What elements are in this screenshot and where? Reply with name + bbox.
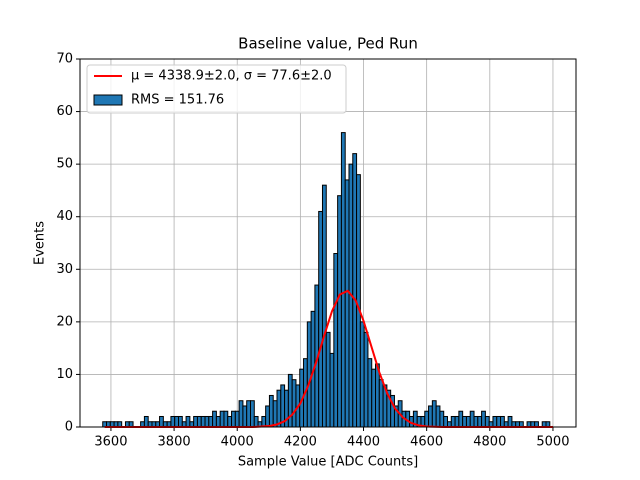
histogram-bar: [249, 400, 255, 428]
histogram-bar: [212, 410, 217, 428]
histogram-bar: [359, 321, 365, 428]
y-tick-label: 50: [56, 157, 73, 172]
histogram-bar: [439, 410, 445, 428]
histogram-bar: [443, 415, 449, 428]
x-tick-label: 4800: [473, 435, 506, 450]
legend-label: μ = 4338.9±2.0, σ = 77.6±2.0: [131, 69, 332, 84]
histogram-bar: [272, 400, 278, 428]
histogram-bar: [204, 415, 210, 428]
histogram-bar: [507, 415, 513, 428]
histogram-bar: [276, 389, 282, 428]
histogram-bar: [352, 153, 358, 428]
x-tick-label: 4600: [410, 435, 443, 450]
histogram-bar: [215, 415, 221, 428]
histogram-bar: [378, 379, 384, 428]
histogram-bar: [306, 321, 312, 428]
histogram-bar: [367, 358, 373, 428]
y-tick-label: 10: [56, 367, 73, 382]
histogram-bar: [450, 415, 456, 428]
histogram-bar: [325, 331, 331, 428]
y-tick-label: 30: [56, 262, 73, 277]
histogram-bar: [227, 415, 233, 428]
histogram-bar: [333, 253, 339, 428]
histogram-bar: [231, 410, 236, 428]
histogram-bar: [465, 415, 471, 428]
x-tick-label: 4000: [221, 435, 254, 450]
y-tick-label: 60: [56, 104, 73, 119]
histogram-bar: [246, 400, 251, 428]
histogram-bar: [481, 410, 486, 428]
histogram-bar: [340, 132, 346, 428]
y-axis-label: Events: [33, 221, 48, 265]
x-tick-label: 3800: [158, 435, 191, 450]
histogram-bar: [496, 415, 502, 428]
plot-frame: [79, 58, 577, 428]
histogram-bar: [219, 410, 225, 428]
histogram-bar: [371, 368, 377, 428]
histogram-bar: [424, 410, 430, 428]
histogram-bar: [200, 415, 206, 428]
histogram-bar: [484, 415, 490, 428]
histogram-bar: [196, 415, 202, 428]
histogram-bar: [477, 415, 483, 428]
histogram-bar: [242, 405, 248, 428]
x-tick-label: 4400: [347, 435, 380, 450]
y-tick-label: 20: [56, 314, 73, 329]
histogram-bar: [431, 400, 437, 428]
histogram-bar: [321, 184, 327, 428]
histogram-bar: [268, 394, 274, 428]
histogram-bar: [318, 210, 323, 428]
histogram-bar: [435, 405, 441, 428]
histogram-bar: [287, 373, 293, 428]
histogram-bar: [363, 331, 369, 428]
histogram-bar: [500, 415, 505, 428]
histogram-bar: [337, 195, 342, 428]
histogram-bar: [265, 405, 270, 428]
histogram-bar: [469, 410, 475, 428]
histogram-bar: [428, 405, 433, 428]
x-tick-label: 5000: [536, 435, 569, 450]
histogram-bar: [178, 415, 183, 428]
legend-box: [86, 64, 347, 114]
histogram-bar: [208, 415, 214, 428]
y-tick-label: 0: [65, 420, 73, 435]
y-tick-label: 70: [56, 52, 73, 67]
histogram-bar: [253, 415, 259, 428]
histogram-bar: [473, 415, 479, 428]
histogram-bar: [159, 415, 164, 428]
histogram-bar: [462, 415, 467, 428]
histogram-bar: [329, 352, 335, 428]
x-tick-label: 4200: [284, 435, 317, 450]
chart-title: Baseline value, Ped Run: [238, 35, 418, 53]
histogram-bar: [223, 410, 229, 428]
histogram-bar: [492, 415, 498, 428]
x-axis-label: Sample Value [ADC Counts]: [238, 455, 418, 470]
histogram-bar: [170, 415, 176, 428]
histogram-bar: [174, 415, 180, 428]
histogram-bar: [344, 179, 350, 428]
histogram-bar: [454, 415, 460, 428]
histogram-bar: [143, 415, 149, 428]
histogram-bar: [234, 410, 240, 428]
histogram-bar: [238, 400, 244, 428]
legend-swatch: [93, 94, 123, 106]
y-tick-label: 40: [56, 209, 73, 224]
x-tick-label: 3600: [94, 435, 127, 450]
histogram-bar: [356, 174, 361, 428]
legend-label: RMS = 151.76: [131, 93, 224, 108]
histogram-bar: [291, 379, 297, 428]
fit-line: [104, 289, 553, 428]
histogram-bar: [193, 415, 198, 428]
histogram-bar: [185, 415, 191, 428]
histogram-bar: [458, 410, 464, 428]
